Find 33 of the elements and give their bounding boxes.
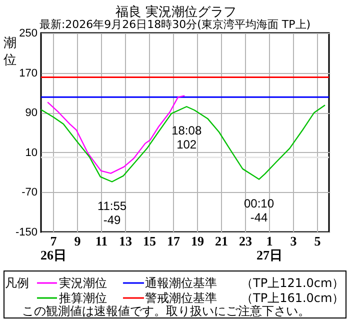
legend-label: 実況潮位	[59, 276, 107, 290]
x-tick-label: 15	[143, 234, 156, 248]
line-series	[40, 104, 326, 182]
legend-title: 凡例	[5, 276, 29, 290]
y-tick-label: 250	[19, 28, 38, 40]
x-tick-label: 11	[95, 234, 108, 248]
x-tick-label: 23	[239, 234, 252, 248]
x-tick-label: 19	[191, 234, 204, 248]
legend-label: 推算潮位	[59, 291, 107, 305]
y-tick-label: 170	[19, 67, 38, 80]
x-tick-label: 7 26日	[40, 234, 66, 262]
x-tick-label: 17	[167, 234, 180, 248]
y-tick-label: -70	[22, 186, 38, 199]
x-tick-label: 21	[215, 234, 228, 248]
x-tick-label: 9	[74, 234, 82, 248]
x-tick-label: 5	[314, 234, 322, 248]
text: この観測値は速報値です。取り扱いにご注意下さい。	[22, 304, 310, 318]
y-tick-label: -150	[15, 226, 38, 238]
x-tick-label: 1 27日	[256, 234, 282, 262]
y-axis-title: 潮位	[4, 36, 16, 68]
annotation: 00:10 -44	[244, 196, 274, 224]
annotation: 18:08 102	[172, 124, 202, 152]
legend-label: 通報潮位基準	[145, 276, 217, 290]
y-tick-label: 90	[25, 107, 38, 120]
annotation: 11:55 -49	[97, 198, 127, 227]
chart-subtitle: 最新:2026年9月26日18時30分(東京湾平均海面 TP上)	[39, 18, 311, 31]
chart-title: 福良 実況潮位グラフ	[115, 4, 237, 20]
text: （TP上161.0cm）	[241, 291, 344, 305]
x-tick-label: 3	[290, 234, 298, 248]
legend-label: 警戒潮位基準	[145, 291, 217, 305]
x-tick-label: 13	[119, 234, 132, 248]
y-tick-label: 10	[25, 146, 38, 159]
text: （TP上121.0cm）	[241, 276, 344, 290]
